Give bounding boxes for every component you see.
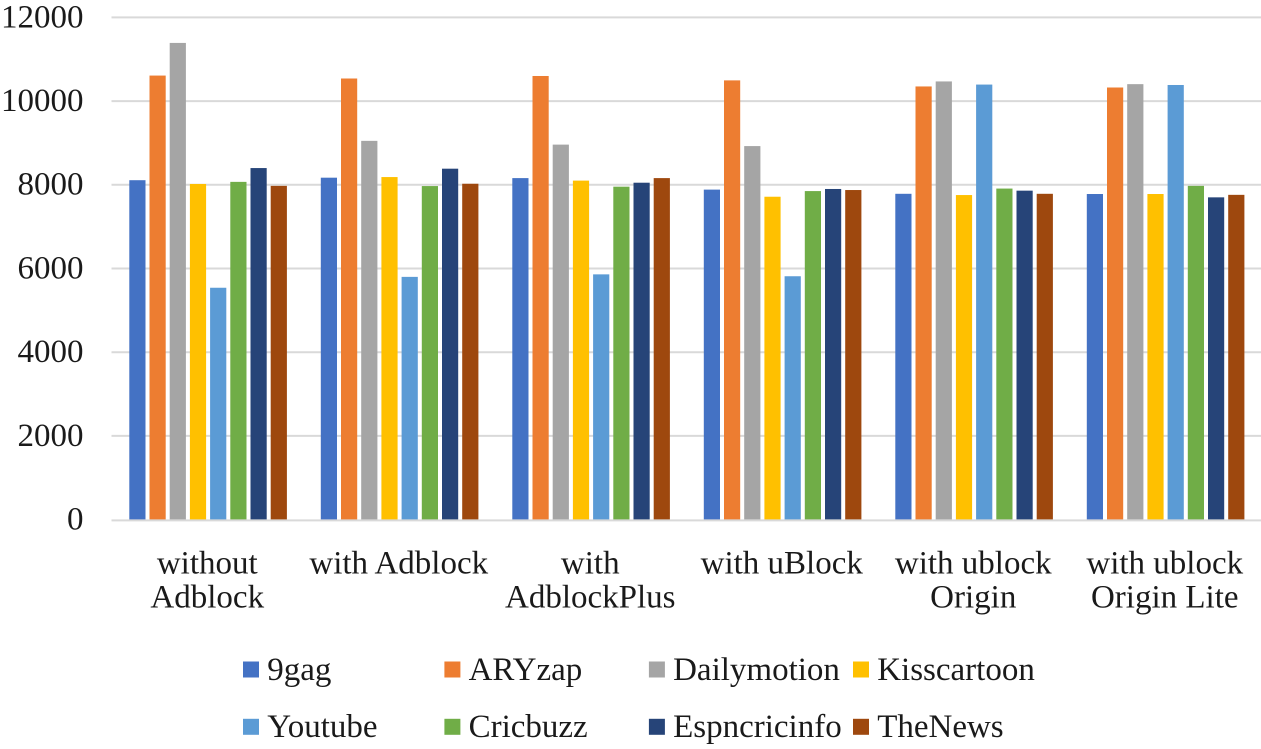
svg-text:Cricbuzz: Cricbuzz	[469, 709, 588, 745]
svg-text:with ublock: with ublock	[1086, 546, 1243, 582]
svg-text:Origin Lite: Origin Lite	[1091, 580, 1239, 616]
svg-text:8000: 8000	[18, 167, 84, 203]
svg-text:9gag: 9gag	[267, 652, 331, 688]
svg-text:with: with	[561, 546, 620, 582]
svg-text:with ublock: with ublock	[895, 546, 1052, 582]
svg-text:ARYzap: ARYzap	[469, 652, 583, 688]
svg-text:without: without	[157, 546, 258, 582]
svg-text:6000: 6000	[18, 250, 84, 286]
svg-text:Origin: Origin	[930, 580, 1016, 616]
svg-text:with Adblock: with Adblock	[309, 546, 488, 582]
svg-text:Dailymotion: Dailymotion	[673, 652, 840, 688]
svg-text:12000: 12000	[1, 0, 84, 35]
svg-text:Adblock: Adblock	[150, 580, 264, 616]
svg-text:4000: 4000	[18, 334, 84, 370]
svg-text:with uBlock: with uBlock	[701, 546, 864, 582]
svg-text:Kisscartoon: Kisscartoon	[877, 652, 1035, 688]
svg-text:2000: 2000	[18, 418, 84, 454]
svg-text:Espncricinfo: Espncricinfo	[673, 709, 842, 745]
svg-text:AdblockPlus: AdblockPlus	[505, 580, 676, 616]
svg-text:Youtube: Youtube	[267, 709, 377, 745]
svg-text:10000: 10000	[1, 83, 84, 119]
svg-text:0: 0	[67, 502, 84, 538]
svg-text:TheNews: TheNews	[877, 709, 1003, 745]
